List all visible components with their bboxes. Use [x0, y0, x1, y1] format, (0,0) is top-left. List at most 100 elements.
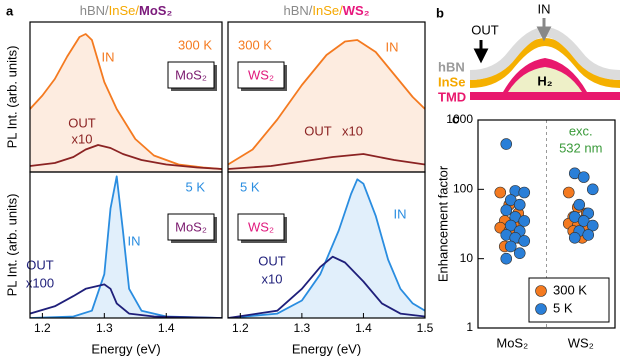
sample-box: [237, 213, 285, 241]
y-tick-label: 10: [460, 251, 474, 265]
plot-area: [30, 33, 222, 172]
point: [573, 198, 586, 211]
inse-layer: [469, 37, 621, 88]
plot-area: [30, 175, 222, 318]
sample-label: MoS₂: [175, 67, 207, 82]
series-label: OUT: [258, 253, 286, 268]
x-tick-label: 1.2: [232, 321, 249, 335]
layer-label: hBN: [438, 59, 465, 74]
point: [582, 229, 595, 241]
annotation: exc.: [569, 123, 593, 138]
point: [568, 231, 581, 244]
sample-box: [167, 213, 215, 241]
series-label: IN: [128, 233, 141, 248]
point: [504, 194, 517, 206]
series-scale-label: x10: [342, 123, 363, 138]
point: [504, 240, 517, 253]
temperature-label: 5 K: [185, 179, 205, 194]
point: [513, 247, 526, 259]
series-label: IN: [102, 49, 115, 64]
area: [30, 34, 222, 172]
x-tick-label: 1.4: [158, 321, 175, 335]
area: [228, 40, 425, 172]
y-axis-label: PL Int. (arb. units): [4, 46, 19, 149]
x-tick-label: 1.5: [417, 321, 434, 335]
x-tick-label: 1.4: [355, 321, 372, 335]
temperature-label: 300 K: [238, 37, 272, 52]
series-label: OUT: [68, 115, 96, 130]
point: [500, 204, 513, 217]
line: [30, 144, 222, 170]
series-scale-label: x10: [262, 271, 283, 286]
point: [500, 138, 513, 150]
panel-label: a: [6, 3, 14, 18]
line: [228, 255, 425, 318]
out-label: OUT: [471, 22, 499, 37]
point: [586, 219, 599, 232]
series-scale-label: x100: [26, 275, 54, 290]
sample-box: [167, 61, 215, 89]
y-tick-label: 1: [466, 320, 473, 334]
legend-marker: [535, 285, 547, 297]
title-part: InSe/: [109, 3, 140, 18]
y-axis-label: Enhancement factor: [435, 165, 450, 282]
layer-label: TMD: [438, 89, 466, 104]
point: [518, 235, 531, 247]
line: [228, 153, 425, 170]
bubble-label: H₂: [537, 73, 552, 88]
y-tick-label: 1000: [446, 112, 473, 126]
plot-area: [228, 178, 425, 318]
line: [30, 33, 222, 170]
legend-label: 5 K: [553, 300, 573, 315]
sample-label: WS₂: [248, 219, 274, 234]
in-arrow: [536, 18, 552, 42]
series-scale-label: x10: [72, 131, 93, 146]
panel-label: c: [452, 111, 459, 126]
legend-label: 300 K: [553, 282, 587, 297]
x-tick-label: 1.3: [96, 321, 113, 335]
layer-label: InSe: [438, 74, 465, 89]
title-part: InSe/: [312, 3, 343, 18]
line: [30, 283, 222, 318]
y-tick-label: 100: [453, 182, 473, 196]
schematic: b H₂ OUT IN hBN InSe TMD: [436, 1, 621, 104]
bubble: [508, 67, 582, 92]
temperature-label: 5 K: [240, 179, 260, 194]
annotation: 532 nm: [559, 140, 602, 155]
line: [228, 178, 425, 318]
sample-box: [237, 61, 285, 89]
point: [494, 186, 507, 199]
area: [228, 179, 425, 318]
point: [562, 186, 575, 199]
y-axis-label: PL Int. (arb. units): [4, 194, 19, 297]
legend-box: [528, 277, 610, 323]
series-label: IN: [386, 39, 399, 54]
plot-frame: [477, 119, 616, 329]
series-label: OUT: [304, 123, 332, 138]
point: [577, 171, 590, 183]
point: [518, 186, 531, 199]
legend-marker: [535, 303, 547, 315]
x-tick-label: 1.2: [34, 321, 51, 335]
x-tick-label: 1.3: [294, 321, 311, 335]
series-label: IN: [394, 206, 407, 221]
point: [577, 215, 590, 227]
x-tick-label: WS₂: [568, 335, 594, 350]
title-part: hBN/: [80, 3, 109, 18]
panel-label: b: [436, 5, 444, 20]
panel-title: hBN/InSe/WS₂: [284, 3, 370, 18]
x-tick-label: MoS₂: [496, 335, 528, 350]
plot-frame: [29, 171, 223, 319]
title-part: hBN/: [284, 3, 313, 18]
plot-area: [228, 39, 425, 172]
point: [586, 183, 599, 196]
title-part: WS₂: [343, 3, 370, 18]
line: [228, 39, 425, 166]
sample-label: WS₂: [248, 67, 274, 82]
sample-label: MoS₂: [175, 219, 207, 234]
x-axis-label: Energy (eV): [292, 341, 361, 356]
line: [30, 175, 222, 318]
point: [513, 198, 526, 211]
plot-frame: [227, 171, 426, 319]
